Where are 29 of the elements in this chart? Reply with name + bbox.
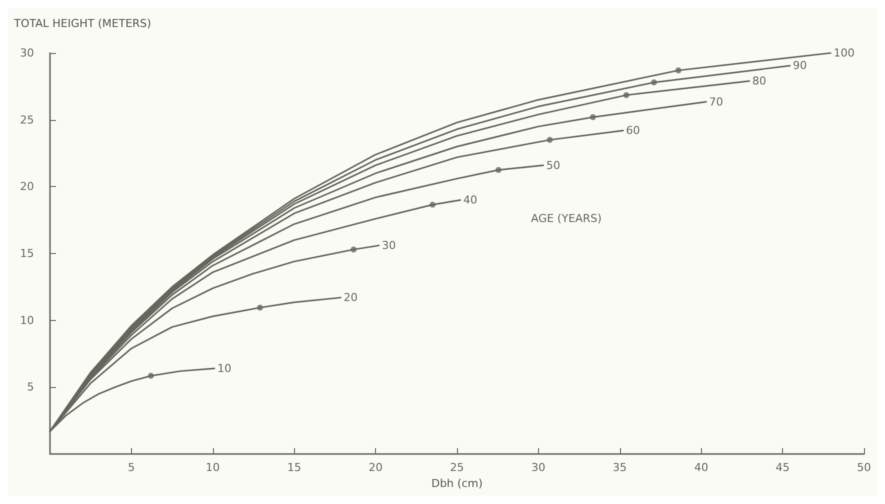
x-tick-label: 5 (128, 461, 135, 474)
y-tick-label: 15 (20, 247, 34, 260)
series-label: 80 (752, 74, 766, 88)
series-label: 30 (382, 238, 396, 252)
series-label: 40 (463, 194, 478, 207)
x-tick-label: 15 (287, 461, 302, 474)
series-label: 90 (792, 59, 807, 72)
x-tick-label: 20 (368, 461, 383, 474)
series-label: 10 (217, 362, 232, 375)
y-tick-label: 5 (27, 380, 34, 394)
series-label: 50 (546, 158, 560, 172)
x-axis-title: Dbh (cm) (431, 477, 483, 490)
series-label: 100 (834, 46, 855, 60)
y-tick-label: 30 (20, 46, 34, 60)
y-tick-label: 25 (20, 113, 34, 126)
x-tick-label: 30 (531, 461, 546, 474)
x-tick-label: 40 (694, 461, 708, 474)
series-label: 70 (709, 95, 724, 108)
y-tick-label: 10 (20, 314, 34, 327)
x-tick-label: 10 (206, 461, 220, 474)
x-tick-label: 50 (857, 461, 871, 474)
y-tick-label: 20 (20, 180, 34, 194)
annotation: AGE (YEARS) (531, 212, 602, 225)
x-tick-label: 35 (612, 461, 627, 474)
series-label: 60 (626, 124, 640, 138)
series-label: 20 (344, 291, 358, 304)
y-axis-title: TOTAL HEIGHT (METERS) (13, 17, 152, 30)
x-tick-label: 45 (776, 461, 790, 474)
x-tick-label: 25 (450, 461, 464, 474)
